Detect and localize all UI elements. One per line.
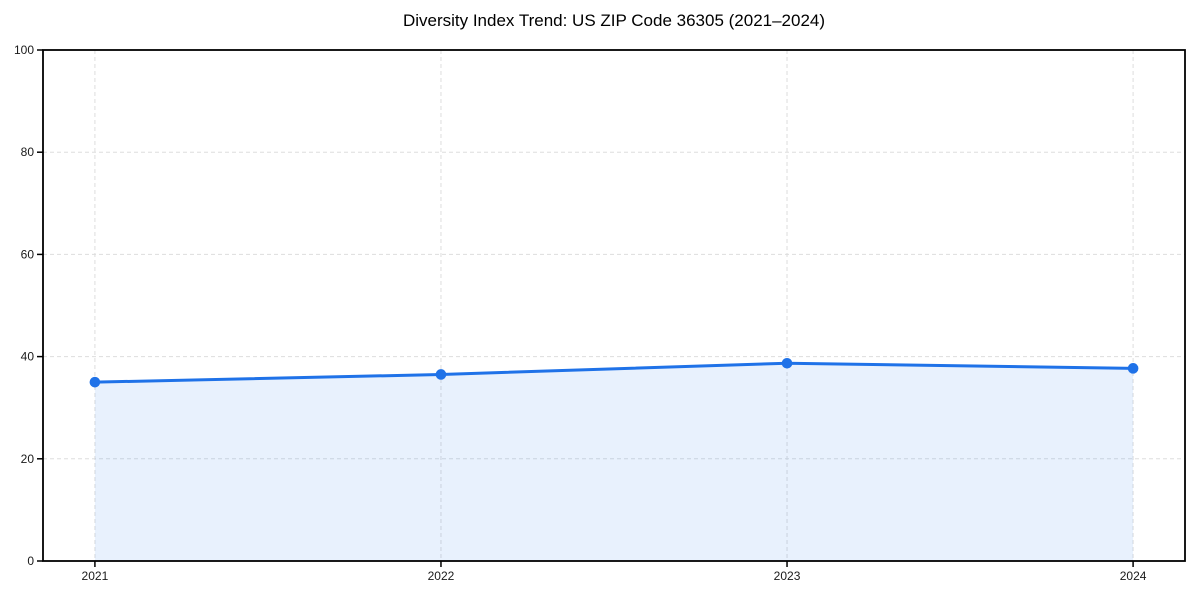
area-fill [94, 363, 1134, 561]
data-point-marker [1127, 363, 1139, 374]
data-point-marker [89, 376, 101, 388]
plot-border [42, 49, 1186, 562]
y-tick-label: 80 [21, 145, 35, 159]
x-tick-label: 2021 [82, 569, 109, 583]
trend-line [93, 361, 1135, 384]
data-point-marker [781, 357, 793, 369]
x-tick-label: 2024 [1120, 569, 1147, 583]
x-tick-label: 2023 [774, 569, 801, 583]
y-tick-label: 20 [21, 452, 35, 466]
y-tick-label: 0 [27, 554, 34, 568]
y-tick-label: 60 [21, 247, 35, 261]
data-point-marker [435, 369, 447, 380]
x-tick-label: 2022 [428, 569, 455, 583]
y-tick-label: 40 [21, 350, 35, 364]
chart-title: Diversity Index Trend: US ZIP Code 36305… [402, 11, 826, 30]
y-tick-label: 100 [14, 43, 34, 57]
